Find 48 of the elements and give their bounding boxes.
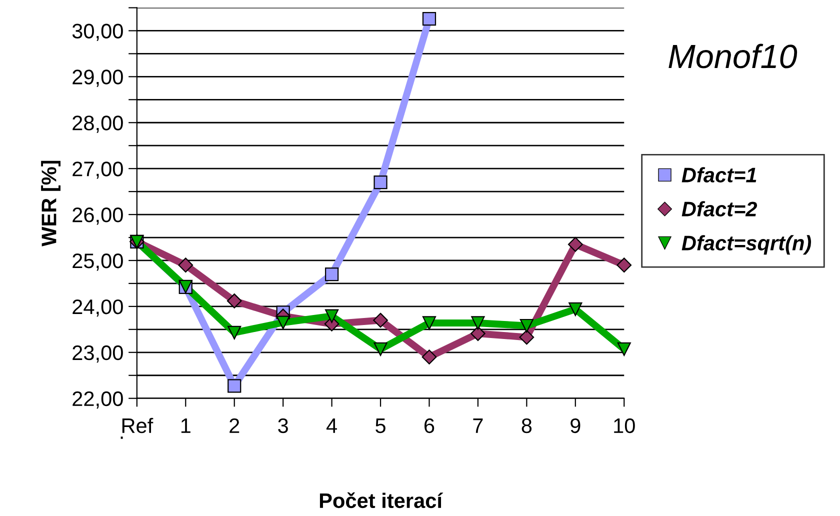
point xyxy=(520,318,534,333)
point xyxy=(374,342,388,356)
x-tick-label: Ref xyxy=(122,418,154,434)
x-tick-label: 7 xyxy=(473,418,483,433)
point xyxy=(226,294,242,308)
x-tick-label: 3 xyxy=(278,418,288,434)
point xyxy=(373,312,388,328)
x-tick-label: 10 xyxy=(614,418,635,434)
point xyxy=(324,309,339,323)
y-tick-label: 29,00 xyxy=(72,70,123,87)
x-tick-label: 5 xyxy=(376,418,386,434)
point xyxy=(422,12,436,26)
point xyxy=(324,267,339,282)
point xyxy=(422,316,436,330)
point xyxy=(568,236,583,252)
text: . xyxy=(120,436,123,439)
point xyxy=(471,316,485,330)
text: Monof10 xyxy=(668,44,798,68)
y-tick-label: 22,00 xyxy=(72,391,123,409)
y-tick-label: 30,00 xyxy=(72,24,123,41)
x-tick-label: 9 xyxy=(570,418,580,434)
legend-label: Dfact=2 xyxy=(682,201,758,216)
y-tick-label: 27,00 xyxy=(72,162,123,179)
point xyxy=(228,326,242,340)
point xyxy=(422,350,437,364)
point xyxy=(374,176,388,190)
legend-label: Dfact=1 xyxy=(682,167,756,182)
y-tick-label: 26,00 xyxy=(72,208,123,225)
x-axis-title: Počet iterací xyxy=(320,492,444,508)
point xyxy=(178,258,194,273)
point xyxy=(616,258,632,273)
x-tick-label: 1 xyxy=(181,418,190,433)
y-tick-label: 23,00 xyxy=(72,345,123,363)
legend-label: Dfact=sqrt(n) xyxy=(682,235,812,255)
point xyxy=(617,342,631,356)
x-tick-label: 2 xyxy=(230,418,240,433)
y-tick-label: 24,00 xyxy=(72,299,123,317)
point xyxy=(276,316,290,330)
x-tick-label: 6 xyxy=(424,418,434,434)
y-tick-label: 28,00 xyxy=(72,116,123,133)
point xyxy=(470,326,486,341)
point xyxy=(568,302,582,316)
point xyxy=(228,379,242,393)
y-tick-label: 25,00 xyxy=(72,253,123,271)
point xyxy=(519,330,534,345)
y-axis-title: WER [%] xyxy=(41,160,60,246)
x-tick-label: 4 xyxy=(326,418,337,433)
x-tick-label: 8 xyxy=(522,418,532,434)
